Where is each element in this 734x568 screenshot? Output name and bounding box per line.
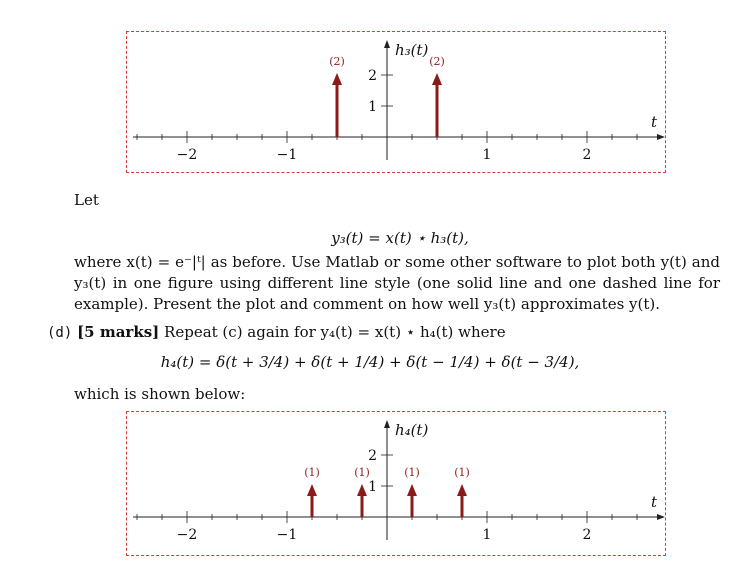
part-d-text: Repeat (c) again for y₄(t) = x(t) ⋆ h₄(t… [164, 323, 506, 341]
impulse-arrowhead [357, 484, 367, 496]
x-axis-label: t [651, 493, 658, 511]
impulse-arrowhead [407, 484, 417, 496]
x-tick-label: 1 [483, 527, 492, 543]
y-axis-arrowhead [384, 420, 390, 428]
impulse-weight-label: (2) [329, 55, 345, 68]
x-tick-label: 1 [483, 147, 492, 163]
equation-y3: y₃(t) = x(t) ⋆ h₃(t), [331, 229, 469, 247]
impulse-weight-label: (1) [354, 466, 370, 479]
x-tick-label: −2 [177, 147, 198, 163]
part-d-marks: [5 marks] [77, 323, 160, 341]
let-text: Let [74, 191, 99, 209]
y-axis-label: h₃(t) [395, 41, 429, 59]
part-d-header: (d) [5 marks] Repeat (c) again for y₄(t)… [47, 322, 506, 343]
y-tick-label: 2 [368, 68, 377, 84]
y-tick-label: 1 [368, 99, 377, 115]
x-axis-arrowhead [657, 514, 665, 520]
impulse-weight-label: (1) [454, 466, 470, 479]
x-tick-label: 2 [583, 147, 592, 163]
shown-below-text: which is shown below: [74, 385, 246, 403]
part-d-label: (d) [47, 325, 73, 341]
impulse-arrowhead [432, 73, 442, 85]
impulse-weight-label: (1) [304, 466, 320, 479]
y-axis-arrowhead [384, 40, 390, 48]
y-tick-label: 2 [368, 448, 377, 464]
y-tick-label: 1 [368, 479, 377, 495]
impulse-arrowhead [332, 73, 342, 85]
impulse-arrowhead [457, 484, 467, 496]
x-axis-label: t [651, 113, 658, 131]
impulse-weight-label: (1) [404, 466, 420, 479]
impulse-arrowhead [307, 484, 317, 496]
x-tick-label: 2 [583, 527, 592, 543]
x-tick-label: −1 [277, 147, 298, 163]
x-tick-label: −1 [277, 527, 298, 543]
paragraph-c-instructions: where x(t) = e⁻|ᵗ| as before. Use Matlab… [74, 253, 720, 313]
plot2-frame [126, 411, 666, 556]
plot1-frame [126, 31, 666, 173]
impulse-weight-label: (2) [429, 55, 445, 68]
y-axis-label: h₄(t) [395, 421, 429, 439]
x-axis-arrowhead [657, 134, 665, 140]
x-tick-label: −2 [177, 527, 198, 543]
equation-h4: h₄(t) = δ(t + 3/4) + δ(t + 1/4) + δ(t − … [160, 353, 580, 371]
